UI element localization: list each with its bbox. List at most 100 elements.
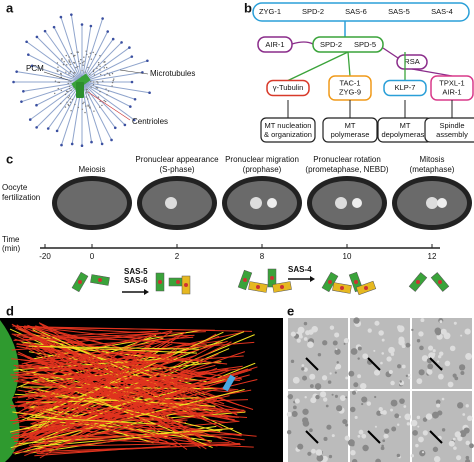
texture bbox=[302, 420, 310, 427]
texture bbox=[404, 413, 411, 421]
texture bbox=[443, 332, 451, 340]
membrane bbox=[0, 320, 20, 462]
pcm-dot bbox=[94, 53, 97, 56]
texture bbox=[336, 405, 343, 412]
microtubule bbox=[81, 31, 109, 83]
pcm-dot bbox=[102, 80, 104, 82]
pcm-dot bbox=[112, 79, 114, 82]
microtubule bbox=[28, 345, 198, 354]
pcm-dot bbox=[68, 87, 71, 90]
pcm-dot bbox=[89, 73, 91, 76]
microtubule-tip bbox=[129, 105, 132, 108]
microtubule bbox=[12, 365, 243, 399]
pcm-dot bbox=[90, 58, 93, 60]
centriole bbox=[76, 82, 84, 98]
pcm-dot bbox=[107, 90, 110, 92]
texture bbox=[421, 355, 429, 362]
texture bbox=[296, 338, 301, 343]
pcm-dot bbox=[111, 85, 113, 87]
texture bbox=[456, 455, 462, 461]
texture bbox=[345, 423, 349, 427]
texture bbox=[374, 320, 380, 326]
centriole bbox=[222, 374, 236, 392]
texture bbox=[303, 367, 308, 372]
centriole-core bbox=[416, 280, 420, 284]
texture bbox=[297, 326, 305, 334]
texture bbox=[334, 348, 341, 355]
texture bbox=[350, 348, 358, 355]
pcm-dot bbox=[99, 69, 101, 71]
pcm-dot bbox=[64, 93, 67, 96]
texture bbox=[334, 371, 337, 374]
texture bbox=[299, 334, 303, 339]
texture bbox=[343, 337, 350, 344]
pcm-dot bbox=[65, 71, 67, 73]
texture bbox=[432, 349, 436, 353]
pcm-dot bbox=[99, 106, 101, 108]
texture bbox=[452, 437, 456, 441]
pcm-dot bbox=[75, 66, 77, 69]
protein: TAC-1 bbox=[339, 78, 360, 87]
centriole-core bbox=[328, 280, 332, 284]
pcm-dot bbox=[63, 61, 65, 63]
texture bbox=[390, 380, 395, 386]
texture bbox=[308, 329, 314, 335]
texture bbox=[357, 346, 362, 351]
texture bbox=[453, 446, 457, 450]
texture bbox=[335, 348, 338, 351]
texture bbox=[422, 430, 428, 436]
microtubule-tip bbox=[89, 24, 93, 28]
microtubule bbox=[36, 81, 83, 128]
microtubule bbox=[81, 81, 131, 108]
microtubule bbox=[18, 379, 200, 416]
texture bbox=[399, 398, 405, 404]
texture bbox=[412, 429, 418, 436]
pcm-dot bbox=[80, 58, 82, 61]
pcm-dot bbox=[60, 73, 62, 76]
texture bbox=[406, 422, 411, 426]
pcm-dot bbox=[77, 51, 79, 53]
texture bbox=[292, 405, 297, 410]
pcm-dot bbox=[93, 110, 95, 112]
panel-label: c bbox=[6, 151, 13, 166]
pcm-dot bbox=[90, 80, 92, 83]
microtubule-tip bbox=[128, 46, 131, 49]
texture bbox=[425, 413, 433, 420]
microtubule bbox=[34, 407, 161, 438]
box bbox=[424, 117, 474, 143]
texture bbox=[309, 373, 316, 380]
texture bbox=[435, 329, 442, 336]
texture bbox=[398, 415, 402, 419]
texture bbox=[405, 374, 408, 377]
pcm-dot bbox=[77, 106, 80, 109]
texture bbox=[328, 454, 333, 459]
microtubule bbox=[32, 343, 209, 442]
pcm-dot bbox=[83, 101, 85, 103]
pcm-dot bbox=[70, 52, 73, 55]
microtubule bbox=[24, 362, 183, 426]
microtubule-tip bbox=[70, 142, 74, 146]
pcm-dot bbox=[85, 105, 87, 107]
texture bbox=[329, 325, 335, 330]
microtubule bbox=[27, 345, 152, 399]
stage-label: (prometaphase, NEBD) bbox=[305, 165, 388, 174]
pcm-dot bbox=[68, 56, 70, 58]
step-label: SAS-5 bbox=[124, 267, 148, 276]
microtubule-tip bbox=[25, 40, 28, 44]
microtubule bbox=[24, 325, 212, 348]
texture bbox=[419, 345, 424, 351]
texture bbox=[454, 431, 461, 438]
microtubule bbox=[81, 71, 143, 83]
time-tick: 2 bbox=[175, 252, 180, 261]
pcm-dot bbox=[101, 104, 103, 107]
centriole-core bbox=[98, 278, 102, 282]
microtubule-tip bbox=[111, 37, 115, 41]
texture bbox=[437, 410, 443, 416]
microtubule bbox=[33, 374, 238, 414]
pcm-dot bbox=[97, 61, 100, 64]
texture bbox=[315, 394, 320, 400]
aster bbox=[165, 197, 177, 209]
texture bbox=[286, 411, 292, 417]
microtubule bbox=[34, 343, 173, 404]
